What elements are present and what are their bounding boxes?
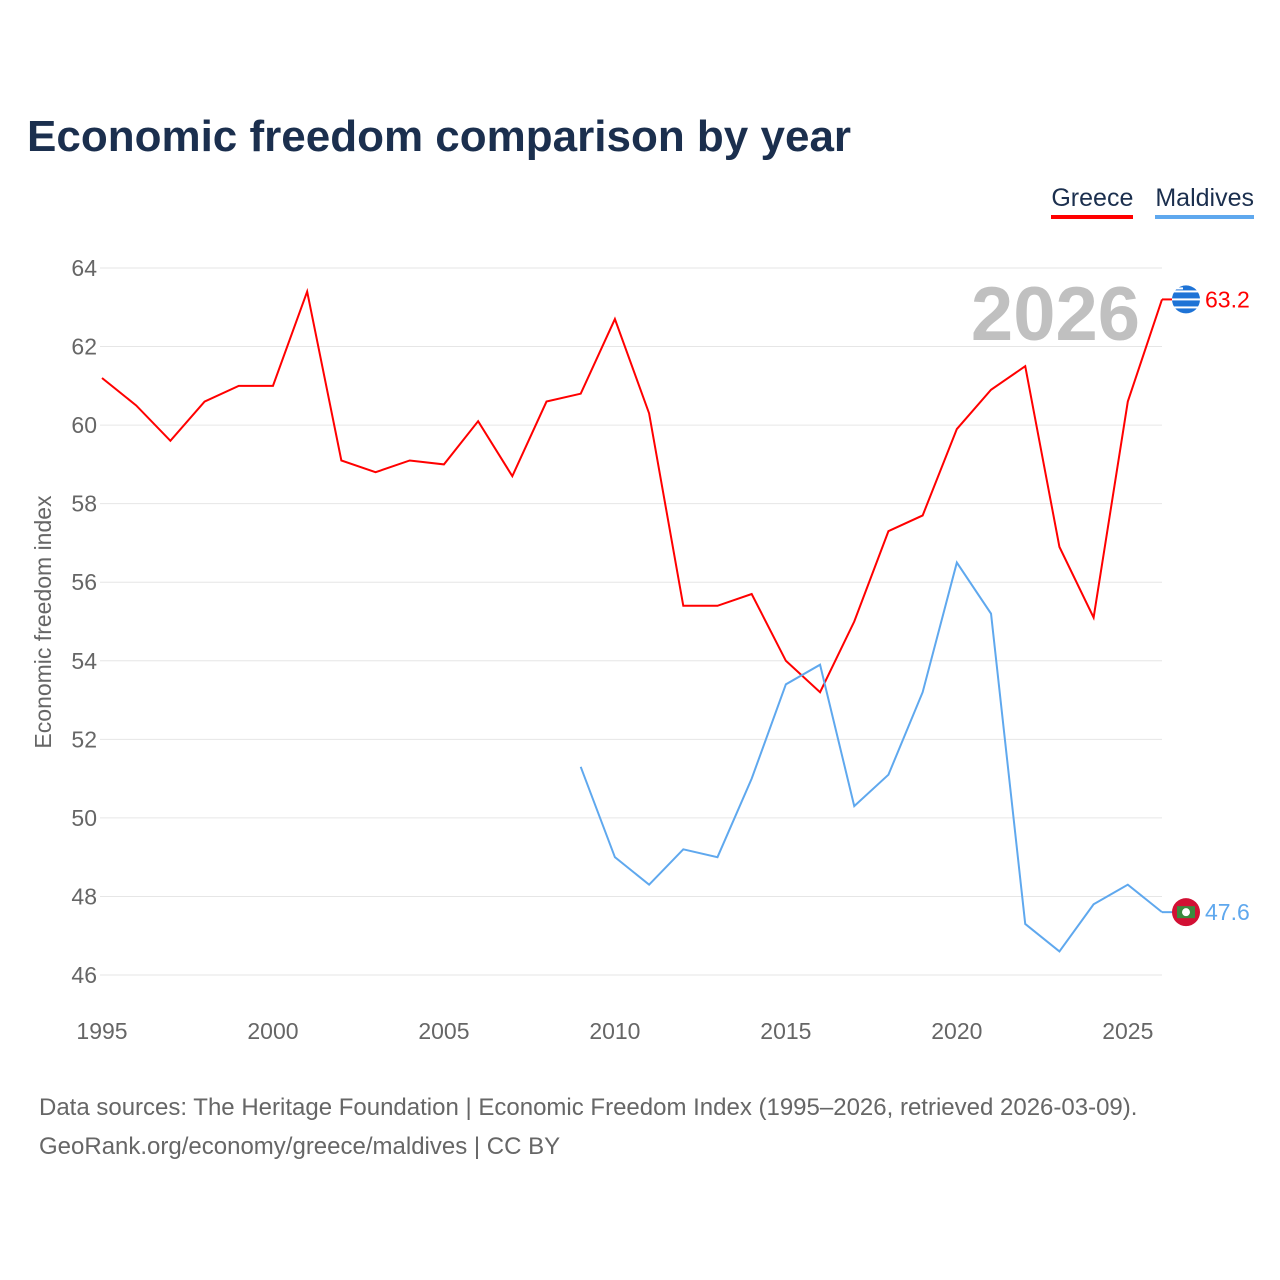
flag-stripe <box>1172 290 1200 293</box>
source-note: Data sources: The Heritage Foundation | … <box>39 1088 1137 1166</box>
legend-greece[interactable]: Greece <box>1051 184 1134 219</box>
y-tick-label: 58 <box>71 491 97 517</box>
x-tick-label: 2015 <box>760 1018 811 1044</box>
y-tick-label: 62 <box>71 334 97 360</box>
series-line-maldives <box>579 560 1163 953</box>
end-value-label: 63.2 <box>1205 286 1250 312</box>
y-axis-label: Economic freedom index <box>30 495 56 749</box>
chart-title: Economic freedom comparison by year <box>27 112 852 161</box>
x-tick-label: 2025 <box>1102 1018 1153 1044</box>
y-tick-label: 56 <box>71 569 97 595</box>
y-tick-label: 50 <box>71 805 97 831</box>
y-tick-label: 54 <box>71 648 97 674</box>
x-tick-label: 2000 <box>247 1018 298 1044</box>
flag-cross <box>1174 287 1183 290</box>
series-line-greece <box>101 287 1163 694</box>
y-tick-label: 48 <box>71 883 97 909</box>
flag-stripe <box>1172 298 1200 301</box>
legend-maldives[interactable]: Maldives <box>1155 184 1254 219</box>
x-tick-label: 2005 <box>418 1018 469 1044</box>
y-tick-label: 60 <box>71 412 97 438</box>
flag-crescent <box>1182 908 1190 917</box>
legend: Greece Maldives <box>1051 184 1254 219</box>
x-tick-label: 2020 <box>931 1018 982 1044</box>
year-watermark: 2026 <box>971 272 1140 357</box>
y-tick-label: 46 <box>71 962 97 988</box>
source-line-2[interactable]: GeoRank.org/economy/greece/maldives | CC… <box>39 1133 561 1160</box>
x-tick-label: 2010 <box>589 1018 640 1044</box>
end-value-label: 47.6 <box>1205 899 1250 925</box>
source-line-1: Data sources: The Heritage Foundation | … <box>39 1094 1138 1121</box>
x-tick-label: 1995 <box>76 1018 127 1044</box>
flag-stripe <box>1172 306 1200 309</box>
y-tick-label: 64 <box>71 255 97 281</box>
y-tick-label: 52 <box>71 726 97 752</box>
